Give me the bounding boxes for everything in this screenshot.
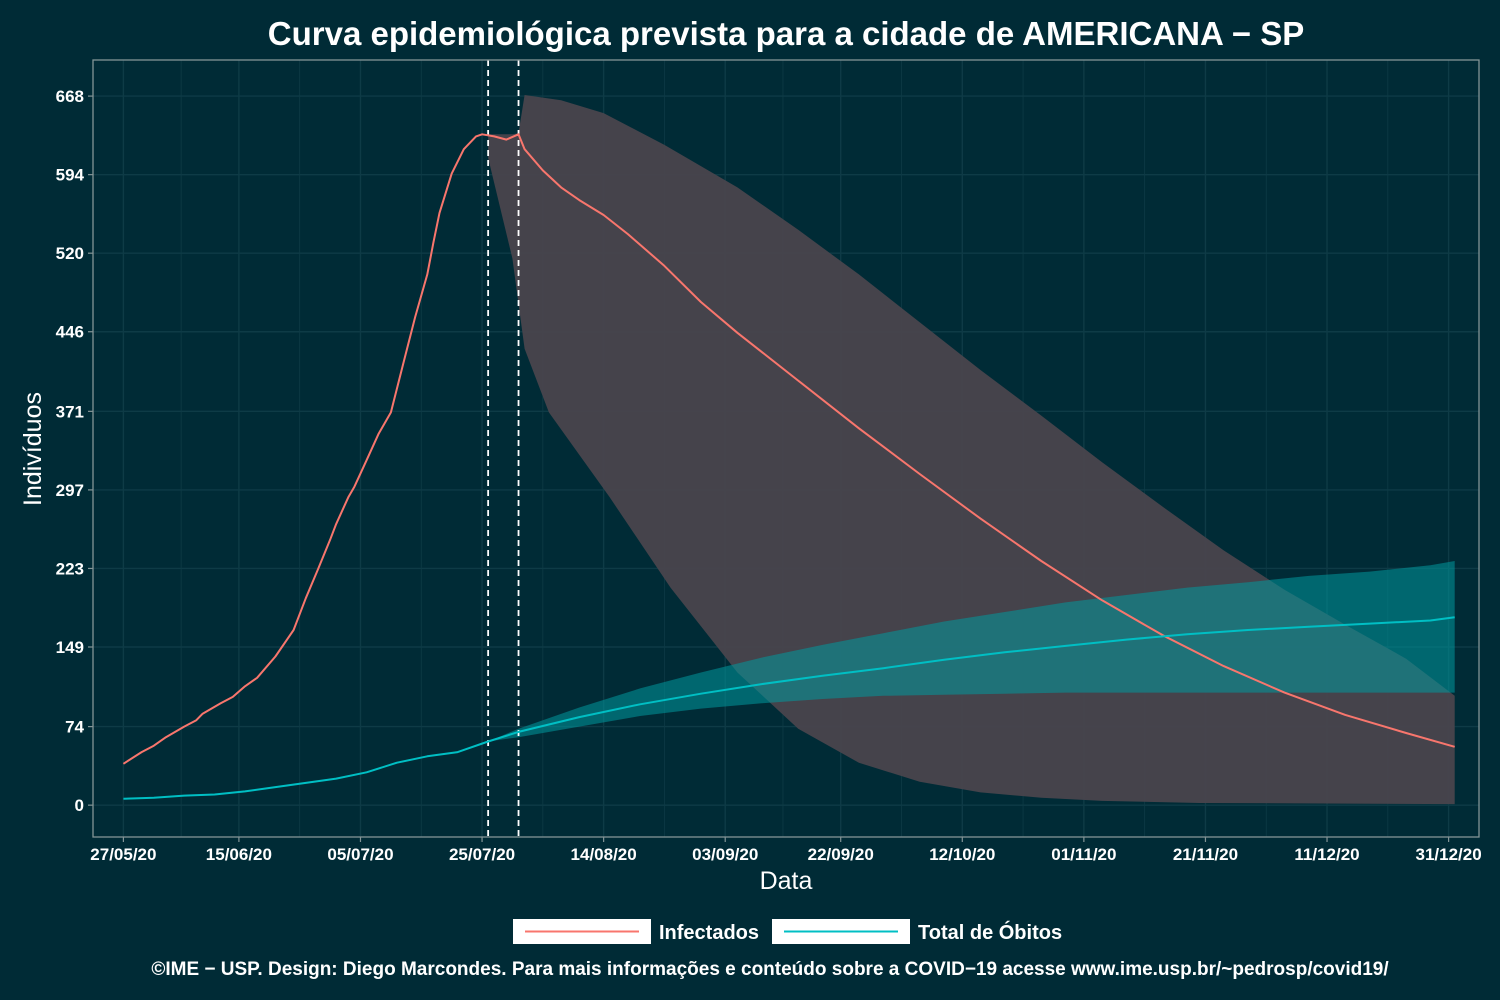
- y-tick-label: 0: [75, 796, 84, 815]
- x-tick-label: 25/07/20: [449, 845, 515, 864]
- legend-infectados: Infectados: [513, 919, 759, 944]
- x-axis-ticks: 27/05/20 15/06/20 05/07/20 25/07/20 14/08/20…: [90, 837, 1482, 864]
- x-tick-label: 27/05/20: [90, 845, 156, 864]
- plot-panel-border: [92, 59, 1480, 838]
- legend-label: Infectados: [659, 922, 759, 944]
- chart-title: Curva epidemiológica prevista para a cid…: [268, 15, 1304, 52]
- legend-label: Total de Óbitos: [918, 920, 1062, 944]
- y-axis-label: Indivíduos: [19, 392, 47, 506]
- footer-credits: ©IME − USP. Design: Diego Marcondes. Par…: [151, 959, 1389, 980]
- deaths-line: [123, 616, 1455, 800]
- x-axis-label: Data: [760, 867, 813, 895]
- y-tick-label: 520: [56, 244, 84, 263]
- legend-obitos: Total de Óbitos: [772, 919, 1062, 944]
- confidence-bands: [488, 95, 1455, 805]
- y-tick-label: 74: [65, 718, 84, 737]
- x-tick-label: 15/06/20: [206, 845, 272, 864]
- x-tick-label: 05/07/20: [327, 845, 393, 864]
- y-tick-label: 149: [56, 638, 84, 657]
- x-tick-label: 14/08/20: [571, 845, 637, 864]
- x-tick-label: 01/11/20: [1051, 845, 1116, 864]
- x-tick-label: 31/12/20: [1416, 845, 1482, 864]
- x-tick-label: 21/11/20: [1173, 845, 1238, 864]
- y-tick-label: 297: [56, 481, 84, 500]
- y-tick-label: 668: [56, 87, 84, 106]
- x-tick-label: 22/09/20: [808, 845, 874, 864]
- x-tick-label: 03/09/20: [692, 845, 758, 864]
- y-axis-ticks: 0 74 149 223 297 371 446 520 594 668: [56, 87, 93, 815]
- infected-line: [122, 133, 1455, 765]
- y-tick-label: 446: [56, 323, 84, 342]
- series-lines: [122, 133, 1455, 800]
- legend: Infectados Total de Óbitos: [513, 919, 1062, 944]
- y-tick-label: 371: [56, 402, 84, 421]
- y-tick-label: 594: [56, 166, 85, 185]
- x-tick-label: 12/10/20: [929, 845, 995, 864]
- y-tick-label: 223: [56, 559, 84, 578]
- deaths-confidence-band: [488, 561, 1455, 742]
- x-tick-label: 11/12/20: [1294, 845, 1359, 864]
